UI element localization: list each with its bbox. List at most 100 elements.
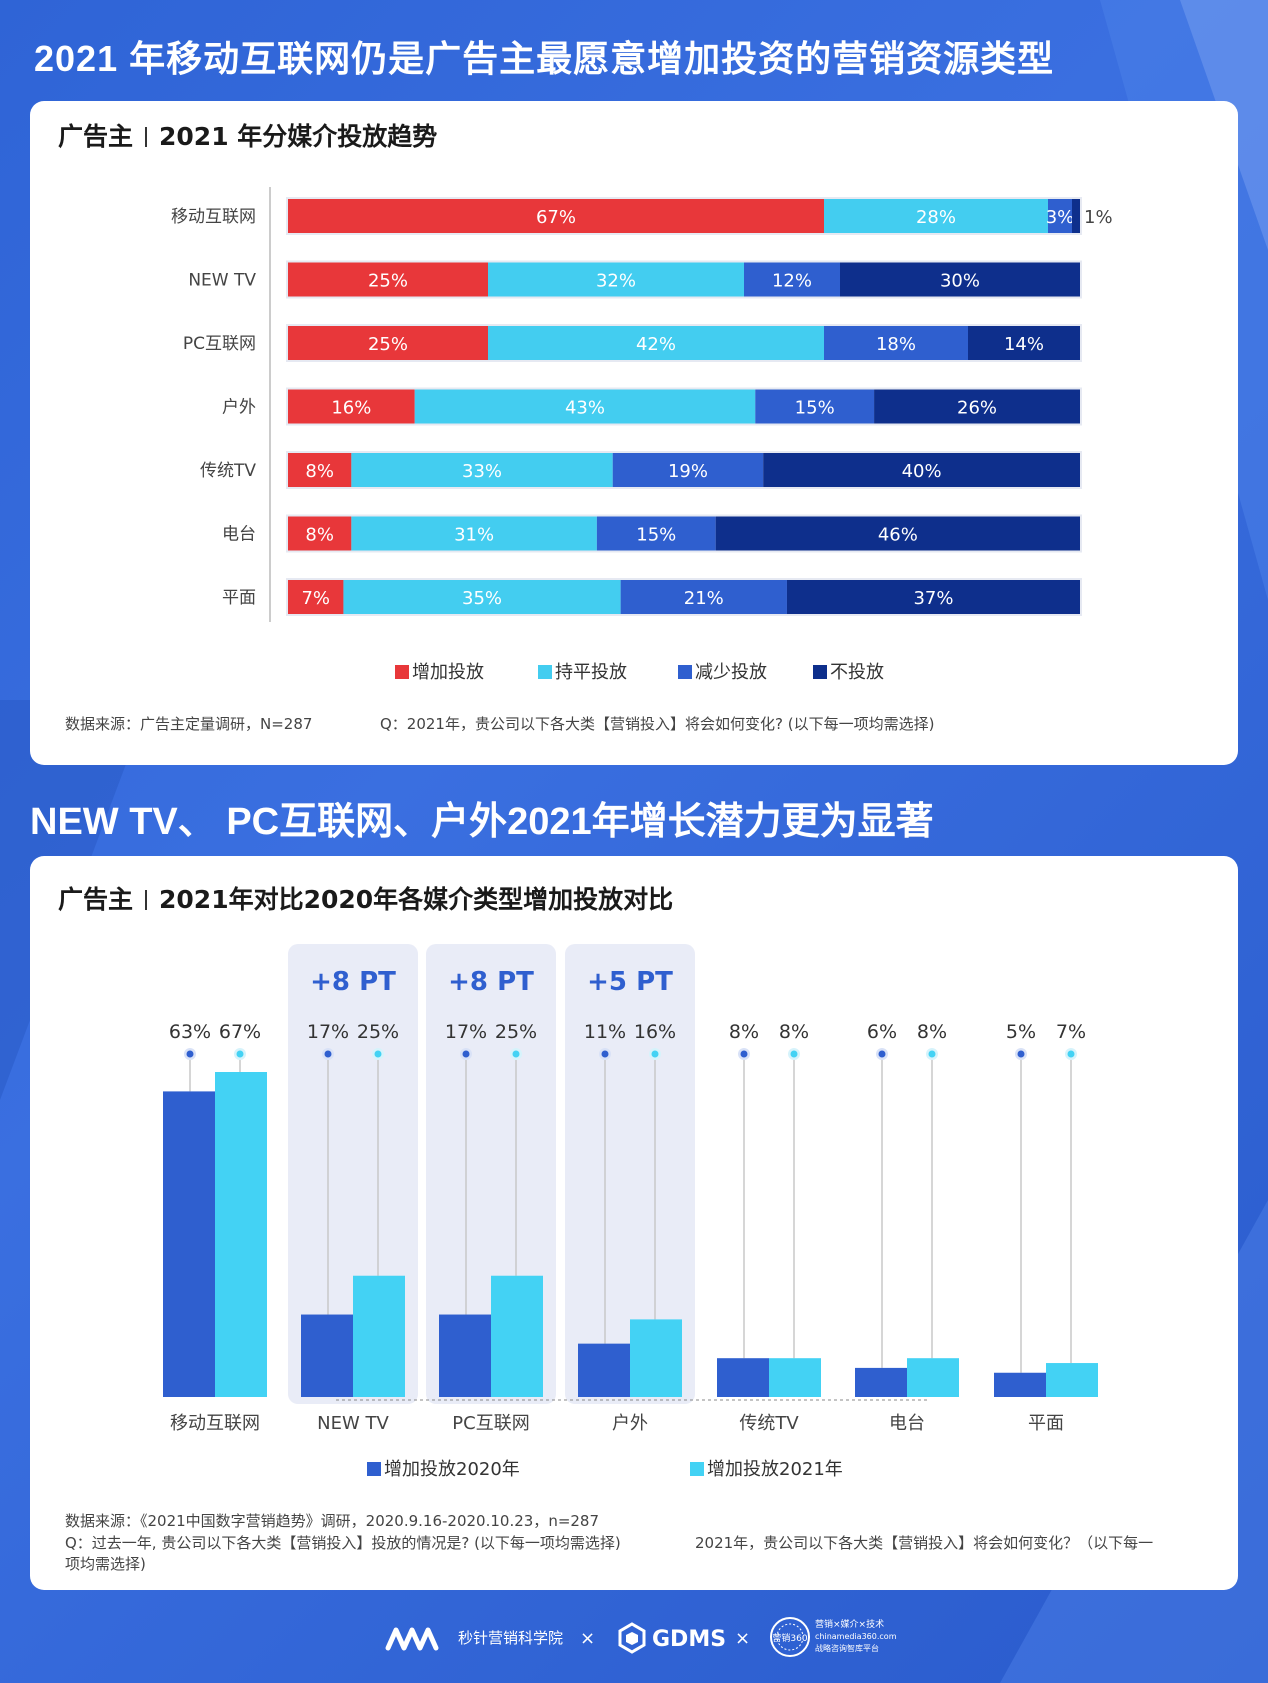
leader-dot [651,1050,659,1058]
category-label: PC互联网 [452,1413,529,1434]
bar [439,1314,491,1397]
value-label: 25% [357,1021,399,1043]
value-label: 11% [584,1021,626,1043]
value-label: 7% [1056,1021,1086,1043]
bar-segment [288,453,352,487]
panel1-title-left: 广告主 [58,122,134,151]
category-label: PC互联网 [183,334,256,354]
legend-label: 持平投放 [555,662,627,683]
panel1-title-right: 2021 年分媒介投放趋势 [159,122,438,151]
bar [907,1358,959,1397]
times-2: × [735,1628,750,1649]
category-label: 户外 [612,1413,648,1434]
value-label: 8% [779,1021,809,1043]
highlight-box [565,944,695,1404]
data-label: 21% [684,588,724,609]
bar [855,1367,907,1397]
bar [630,1319,682,1397]
bar [717,1358,769,1397]
category-label: 移动互联网 [170,1413,260,1434]
delta-label: +5 PT [587,967,673,997]
data-label: 42% [636,334,676,355]
data-label: 25% [368,271,408,292]
bar-segment [824,326,968,360]
value-label: 63% [169,1021,211,1043]
value-label: 5% [1006,1021,1036,1043]
stacked-bar-chart: 移动互联网 67% 28% 3% 1% NEW TV 25% 32% 12% 30% PC互联网 25… [171,187,1113,683]
main-title: 2021 年移动互联网仍是广告主最愿意增加投资的营销资源类型 [34,38,1055,79]
panel1-question: Q：2021年，贵公司以下各大类【营销投入】将会如何变化? (以下每一项均需选择… [380,715,935,733]
bar-segment [824,199,1048,233]
panel2-title: 广告主 2021年对比2020年各媒介类型增加投放对比 [58,880,673,916]
title-separator [145,890,148,910]
data-label: 16% [331,398,371,419]
data-label: 8% [305,525,334,546]
value-label: 8% [917,1021,947,1043]
bar-segment [715,516,1080,551]
panel1-source: 数据来源：广告主定量调研，N=287 [65,715,313,733]
delta-label: +8 PT [310,967,396,997]
data-label: 67% [536,207,576,228]
leader-dot [374,1050,382,1058]
category-label: 平面 [222,588,256,608]
data-label: 18% [876,334,916,355]
leader-dot [790,1050,798,1058]
leader-dot [236,1050,244,1058]
value-label: 17% [307,1021,349,1043]
bar [491,1275,543,1397]
data-label: 31% [454,525,494,546]
bar-segment [288,262,488,297]
bar-segment [288,516,352,551]
leader-dot [740,1050,748,1058]
leader-dot [324,1050,332,1058]
bar [994,1372,1046,1397]
data-label: 15% [795,398,835,419]
legend-swatch [395,665,409,679]
legend-swatch [678,665,692,679]
bar-segment [840,262,1080,297]
bar-segment [488,262,744,297]
grouped-bar-chart: +8 PT +8 PT +5 PT 63% 67% 移动互联网 17% 25% NEW TV 17… [163,944,1098,1480]
data-label: 7% [301,588,330,609]
bar-segment [351,453,613,487]
delta-label: +8 PT [448,967,534,997]
leader-dot [928,1050,936,1058]
bar-segment [874,389,1080,424]
bar-segment [414,389,756,424]
bar [769,1358,821,1397]
bar-segment [343,580,621,614]
panel2-question-a: Q：过去一年, 贵公司以下各大类【营销投入】投放的情况是? (以下每一项均需选择… [65,1534,621,1552]
bar-segment [1048,199,1072,233]
value-label: 25% [495,1021,537,1043]
bar-segment [351,516,597,551]
data-label: 12% [772,271,812,292]
section2-title: NEW TV、 PC互联网、户外2021年增长潜力更为显著 [30,801,934,843]
legend-swatch [813,665,827,679]
legend-swatch [690,1462,704,1476]
data-label: 35% [462,588,502,609]
panel2-question-c: 项均需选择) [65,1555,146,1573]
data-label: 3% [1046,207,1075,228]
bar [1046,1363,1098,1397]
value-label: 17% [445,1021,487,1043]
category-label: NEW TV [317,1413,389,1434]
bar-segment [288,580,344,614]
legend-swatch [538,665,552,679]
category-label: 移动互联网 [171,207,256,227]
bar-segment [763,453,1080,487]
leader-dot [1017,1050,1025,1058]
legend-label: 减少投放 [695,662,767,683]
panel2-title-left: 广告主 [58,885,134,914]
bar-segment [288,199,824,233]
data-label: 25% [368,334,408,355]
data-label: 30% [940,271,980,292]
data-label: 46% [878,525,918,546]
bar-segment [786,580,1080,614]
times-1: × [580,1628,595,1649]
bar [353,1275,405,1397]
bar-segment [968,326,1080,360]
bar-segment [620,580,787,614]
panel2-title-right: 2021年对比2020年各媒介类型增加投放对比 [159,885,674,914]
value-label: 8% [729,1021,759,1043]
brand2-text: GDMS [652,1627,726,1652]
